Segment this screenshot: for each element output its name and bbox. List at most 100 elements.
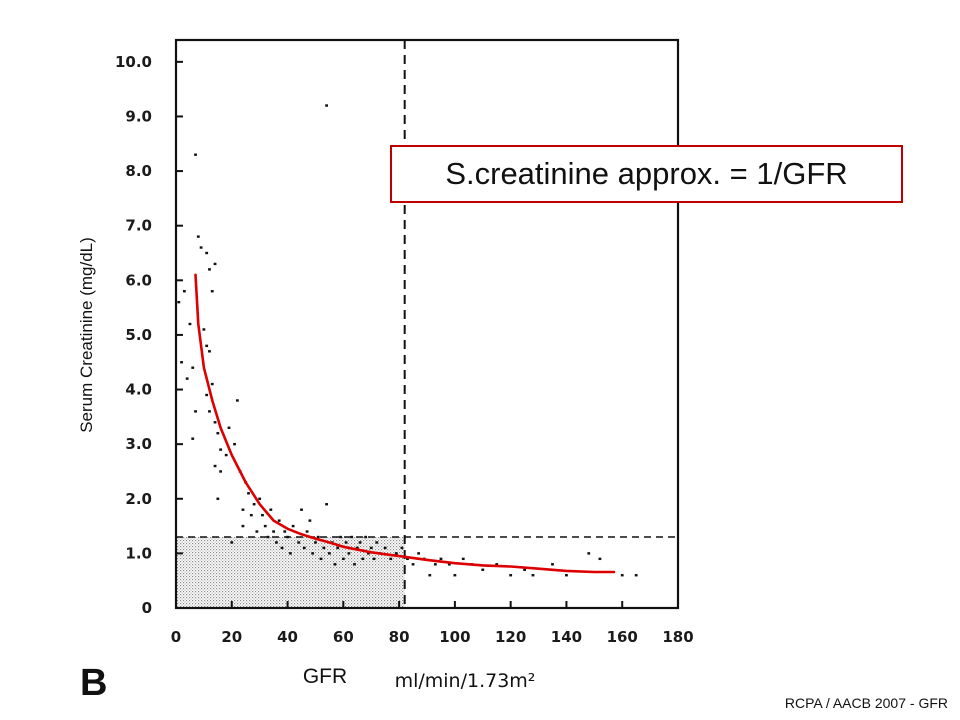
- data-point: [235, 399, 239, 402]
- data-point: [336, 546, 340, 550]
- data-point: [213, 464, 217, 468]
- data-point: [199, 246, 203, 249]
- data-point: [177, 300, 181, 304]
- y-tick-label: 8.0: [125, 162, 152, 180]
- data-point: [252, 503, 256, 506]
- formula-text: S.creatinine approx. = 1/GFR: [445, 156, 848, 191]
- data-point: [406, 557, 409, 561]
- data-point: [205, 344, 209, 348]
- data-point: [302, 546, 306, 550]
- data-point: [333, 563, 337, 566]
- y-tick-label: 2.0: [125, 490, 152, 508]
- data-point: [389, 557, 393, 561]
- fit-curve: [194, 273, 616, 574]
- data-point: [620, 574, 624, 577]
- formula-annotation: S.creatinine approx. = 1/GFR: [390, 145, 903, 203]
- data-point: [311, 552, 315, 555]
- data-point: [322, 546, 326, 550]
- data-point: [439, 557, 443, 561]
- data-point: [325, 104, 328, 107]
- data-point: [367, 552, 370, 555]
- data-point: [227, 426, 231, 429]
- y-tick-label: 1.0: [125, 544, 152, 562]
- data-point: [261, 513, 264, 517]
- data-point: [182, 290, 186, 293]
- data-point: [372, 557, 376, 561]
- data-point: [355, 546, 359, 550]
- y-tick-label: 9.0: [125, 107, 152, 125]
- x-tick-label: 0: [171, 628, 181, 646]
- plot-frame: [174, 38, 680, 610]
- data-point: [277, 519, 281, 522]
- data-point: [213, 421, 217, 424]
- data-point: [280, 546, 284, 550]
- data-point: [216, 432, 220, 435]
- data-point: [202, 328, 206, 331]
- x-tick-label: 60: [333, 628, 354, 646]
- data-point: [339, 535, 342, 539]
- y-tick-label: 10.0: [115, 53, 152, 71]
- normal-range-shading: [176, 537, 405, 608]
- data-point: [216, 497, 220, 500]
- data-point: [208, 350, 211, 353]
- data-point: [300, 508, 303, 511]
- data-point: [205, 251, 209, 255]
- data-point: [461, 557, 465, 561]
- data-point: [269, 508, 273, 511]
- data-point: [509, 574, 513, 577]
- x-tick-label: 180: [662, 628, 693, 646]
- x-tick-label: 140: [551, 628, 582, 646]
- data-point: [350, 535, 354, 539]
- y-tick-labels: 0 1.0 2.0 3.0 4.0 5.0 6.0 7.0 8.0 9.0 10.0: [115, 53, 152, 617]
- data-point: [634, 574, 638, 577]
- source-credit: RCPA / AACB 2007 - GFR: [785, 695, 948, 711]
- x-tick-label: 160: [607, 628, 638, 646]
- data-point: [325, 503, 328, 506]
- data-point: [523, 568, 527, 571]
- data-point: [383, 546, 387, 550]
- x-tick-labels: 0 20 40 60 80 100 120 140 160 180: [171, 628, 694, 646]
- data-point: [255, 530, 259, 533]
- y-tick-label: 5.0: [125, 326, 152, 344]
- data-point: [205, 393, 209, 397]
- data-point: [224, 453, 228, 457]
- data-point: [275, 541, 278, 544]
- x-axis-title: GFR: [303, 665, 347, 688]
- data-point: [319, 557, 323, 561]
- data-point: [286, 535, 289, 539]
- data-point: [297, 541, 301, 544]
- data-point: [241, 508, 245, 511]
- data-point: [213, 262, 217, 266]
- scatter-points: [177, 104, 638, 577]
- data-point: [191, 366, 195, 369]
- panel-label: B: [80, 662, 107, 704]
- x-axis-units: ml/min/1.73m²: [395, 670, 536, 692]
- data-point: [210, 290, 214, 293]
- axis-ticks: [175, 60, 679, 609]
- y-tick-label: 0: [142, 599, 152, 617]
- data-point: [361, 557, 365, 561]
- data-point: [196, 235, 200, 238]
- data-point: [210, 382, 214, 386]
- x-tick-label: 40: [277, 628, 298, 646]
- data-point: [316, 535, 320, 539]
- data-point: [453, 574, 457, 577]
- data-point: [191, 437, 195, 440]
- data-point: [291, 524, 295, 528]
- data-point: [258, 497, 262, 500]
- data-point: [327, 552, 331, 555]
- data-point: [208, 268, 211, 271]
- data-point: [481, 568, 485, 571]
- y-tick-label: 6.0: [125, 271, 152, 289]
- data-point: [188, 322, 192, 326]
- data-point: [551, 563, 554, 566]
- data-point: [598, 557, 602, 561]
- data-point: [353, 563, 356, 566]
- data-point: [247, 492, 250, 495]
- data-point: [233, 442, 236, 446]
- data-point: [447, 563, 451, 566]
- data-point: [249, 513, 253, 517]
- data-point: [241, 524, 245, 528]
- data-point: [358, 541, 362, 544]
